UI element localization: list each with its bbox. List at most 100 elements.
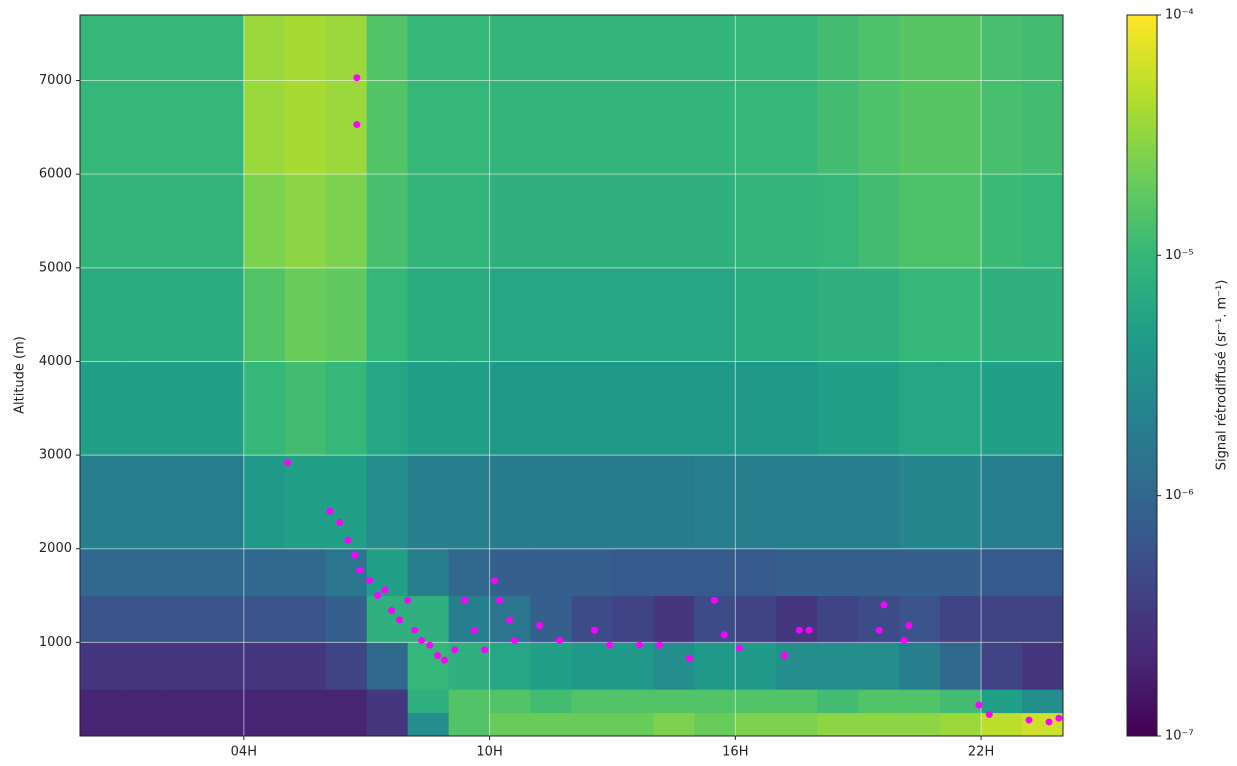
heatmap-cell: [940, 548, 982, 597]
heatmap-cell: [571, 174, 613, 269]
heatmap-cell: [448, 548, 491, 597]
heatmap-cell: [489, 455, 532, 550]
heatmap-cell: [325, 712, 368, 737]
heatmap-cell: [530, 689, 572, 714]
detection-point: [900, 636, 908, 644]
heatmap-cell: [366, 712, 409, 737]
detection-point: [490, 577, 498, 585]
heatmap-cell: [325, 174, 368, 269]
heatmap-cell: [243, 361, 286, 456]
heatmap-cell: [694, 712, 736, 737]
detection-point: [720, 631, 728, 639]
heatmap-cell: [899, 689, 941, 714]
detection-point: [353, 121, 361, 129]
heatmap-cell: [899, 712, 941, 737]
detection-point: [336, 519, 344, 527]
colorbar-tick-label: 10⁻⁷: [1165, 729, 1194, 744]
detection-point: [1025, 716, 1033, 724]
heatmap-cell: [489, 15, 532, 175]
heatmap-cell: [161, 174, 204, 269]
detection-point: [875, 626, 883, 634]
heatmap-cell: [407, 595, 450, 643]
heatmap-cell: [448, 15, 491, 175]
heatmap-cell: [653, 174, 695, 269]
detection-point: [735, 644, 743, 652]
heatmap-cell: [735, 712, 777, 737]
heatmap-cell: [80, 595, 122, 643]
heatmap-cell: [407, 267, 450, 362]
heatmap-cell: [858, 595, 900, 643]
heatmap-cell: [161, 15, 204, 175]
heatmap-cell: [940, 712, 982, 737]
heatmap-cell: [284, 361, 327, 456]
heatmap-cell: [858, 174, 900, 269]
heatmap-cell: [981, 548, 1023, 597]
heatmap-cell: [612, 15, 654, 175]
heatmap-cell: [80, 689, 122, 714]
heatmap-cell: [161, 689, 204, 714]
detection-point: [326, 507, 334, 515]
heatmap-cell: [858, 455, 900, 550]
heatmap-cell: [858, 548, 900, 597]
heatmap-cell: [694, 689, 736, 714]
heatmap-cell: [161, 642, 204, 690]
heatmap-cell: [202, 712, 245, 737]
heatmap-cell: [489, 361, 532, 456]
heatmap-cell: [612, 548, 654, 597]
detection-point: [284, 459, 292, 467]
heatmap-cell: [817, 455, 859, 550]
heatmap-cell: [940, 267, 982, 362]
heatmap-cell: [161, 361, 204, 456]
heatmap-cell: [284, 15, 327, 175]
heatmap-cell: [407, 174, 450, 269]
heatmap-cell: [776, 712, 818, 737]
detection-point: [556, 636, 564, 644]
heatmap-cell: [694, 174, 736, 269]
heatmap-cell: [612, 361, 654, 456]
plot-frame: [79, 14, 1064, 737]
heatmap-cell: [899, 455, 941, 550]
heatmap-cell: [530, 455, 572, 550]
detection-point: [388, 607, 396, 615]
heatmap-cell: [243, 15, 286, 175]
y-tick-label: 3000: [39, 448, 72, 463]
heatmap-cell: [120, 174, 163, 269]
heatmap-cell: [325, 361, 368, 456]
heatmap-cell: [530, 548, 572, 597]
heatmap-cell: [612, 595, 654, 643]
detection-point: [495, 596, 503, 604]
y-tick-label: 4000: [39, 354, 72, 369]
heatmap-cell: [776, 595, 818, 643]
heatmap-cell: [325, 595, 368, 643]
heatmap-cell: [817, 267, 859, 362]
heatmap-cell: [1022, 595, 1064, 643]
heatmap-cell: [120, 361, 163, 456]
heatmap-cell: [325, 689, 368, 714]
heatmap-cell: [571, 361, 613, 456]
heatmap-cell: [694, 548, 736, 597]
heatmap-cell: [940, 15, 982, 175]
heatmap-cell: [899, 174, 941, 269]
heatmap-cell: [571, 595, 613, 643]
heatmap-cell: [735, 548, 777, 597]
heatmap-cell: [612, 689, 654, 714]
heatmap-cell: [448, 361, 491, 456]
heatmap-cell: [284, 689, 327, 714]
heatmap-cell: [243, 455, 286, 550]
heatmap-cell: [653, 455, 695, 550]
detection-point: [780, 651, 788, 659]
heatmap-cell: [899, 267, 941, 362]
heatmap-cell: [735, 267, 777, 362]
heatmap-cell: [366, 689, 409, 714]
heatmap-cell: [735, 174, 777, 269]
heatmap-cell: [80, 455, 122, 550]
heatmap-cell: [120, 548, 163, 597]
heatmap-cell: [489, 642, 532, 690]
heatmap-cell: [858, 642, 900, 690]
heatmap-cell: [202, 595, 245, 643]
detection-point: [411, 626, 419, 634]
heatmap-cell: [202, 548, 245, 597]
heatmap-cell: [776, 642, 818, 690]
heatmap-cell: [858, 689, 900, 714]
heatmap-cell: [448, 712, 491, 737]
